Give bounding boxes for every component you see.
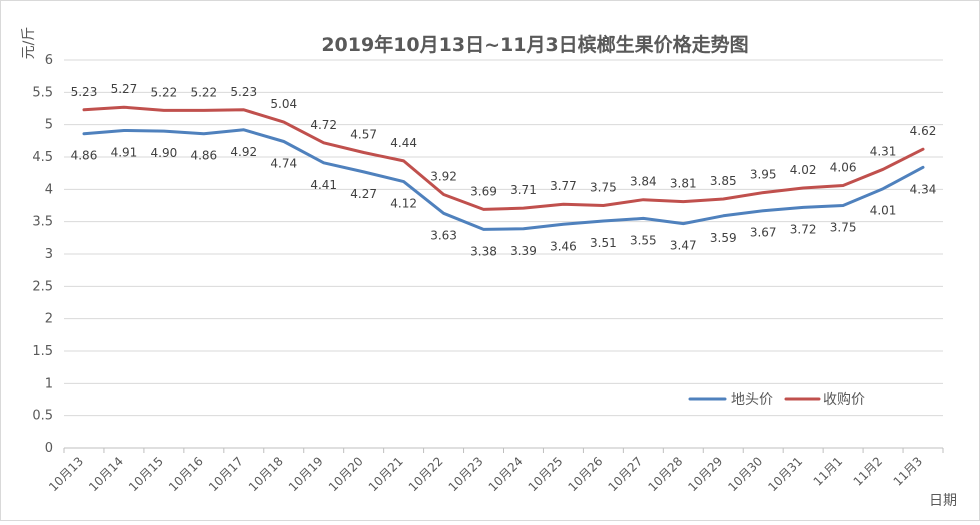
- data-label: 3.47: [670, 239, 697, 253]
- gridlines: [64, 59, 943, 417]
- data-label: 4.44: [390, 136, 417, 150]
- data-label: 5.22: [151, 85, 178, 99]
- y-tick-label: 0: [45, 441, 53, 456]
- data-label: 4.92: [230, 145, 257, 159]
- data-label: 4.02: [790, 163, 817, 177]
- y-tick-label: 3: [45, 247, 53, 262]
- y-tick-label: 2: [45, 312, 53, 327]
- data-label: 4.57: [350, 127, 377, 141]
- data-label: 4.27: [350, 187, 377, 201]
- data-labels: 4.86 4.91 4.90 4.86 4.92 4.74 4.41 4.27 4.12 3.63…: [71, 82, 937, 258]
- data-label: 3.67: [750, 226, 777, 240]
- chart-title: 2019年10月13日~11月3日槟榔生果价格走势图: [321, 33, 748, 56]
- legend-label: 地头价: [731, 392, 773, 408]
- data-label: 5.04: [270, 97, 297, 111]
- y-tick-label: 0.5: [32, 409, 53, 424]
- y-tick-label: 2.5: [32, 279, 53, 294]
- data-label: 3.59: [710, 231, 737, 245]
- data-label: 3.38: [470, 244, 497, 258]
- y-tick-label: 5: [45, 118, 53, 133]
- data-label: 3.72: [790, 222, 817, 236]
- data-label: 4.62: [910, 124, 937, 138]
- data-label: 3.84: [630, 175, 657, 189]
- data-label: 3.95: [750, 168, 777, 182]
- data-label: 3.55: [630, 233, 657, 247]
- data-label: 5.22: [190, 85, 217, 99]
- data-label: 4.74: [270, 156, 297, 170]
- data-label: 5.23: [71, 85, 98, 99]
- data-label: 3.92: [430, 170, 457, 184]
- data-label: 3.51: [590, 236, 617, 250]
- data-label: 3.77: [550, 179, 577, 193]
- data-label: 4.72: [310, 118, 337, 132]
- data-label: 3.85: [710, 174, 737, 188]
- x-axis-label: 日期: [929, 493, 957, 509]
- data-label: 4.34: [910, 182, 937, 196]
- y-tick-label: 3.5: [32, 215, 53, 230]
- data-label: 3.69: [470, 184, 497, 198]
- y-tick-label: 1.5: [32, 344, 53, 359]
- data-label: 3.75: [830, 221, 857, 235]
- y-tick-label: 6: [45, 53, 53, 68]
- y-axis-label: 元/斤: [21, 27, 37, 60]
- data-label: 5.27: [111, 82, 138, 96]
- data-label: 4.86: [190, 149, 217, 163]
- legend: 地头价 收购价: [688, 392, 865, 408]
- y-tick-label: 1: [45, 376, 53, 391]
- y-tick-label: 4.5: [32, 150, 53, 165]
- series-lines: [82, 105, 925, 231]
- legend-label: 收购价: [823, 392, 865, 408]
- data-label: 3.63: [430, 228, 457, 242]
- data-label: 3.81: [670, 177, 697, 191]
- data-label: 4.41: [310, 178, 337, 192]
- series-line-2: [82, 105, 925, 211]
- data-label: 4.86: [71, 149, 98, 163]
- data-label: 5.23: [230, 85, 257, 99]
- data-label: 4.90: [151, 146, 178, 160]
- data-label: 4.06: [830, 160, 857, 174]
- series-line-1: [82, 128, 925, 231]
- data-label: 4.31: [870, 144, 897, 158]
- data-label: 3.75: [590, 181, 617, 195]
- y-tick-label: 4: [45, 182, 53, 197]
- data-label: 3.46: [550, 239, 577, 253]
- y-tick-label: 5.5: [32, 85, 53, 100]
- data-label: 4.91: [111, 145, 138, 159]
- data-label: 3.71: [510, 183, 537, 197]
- data-label: 4.12: [390, 197, 417, 211]
- data-label: 4.01: [870, 204, 897, 218]
- data-label: 3.39: [510, 244, 537, 258]
